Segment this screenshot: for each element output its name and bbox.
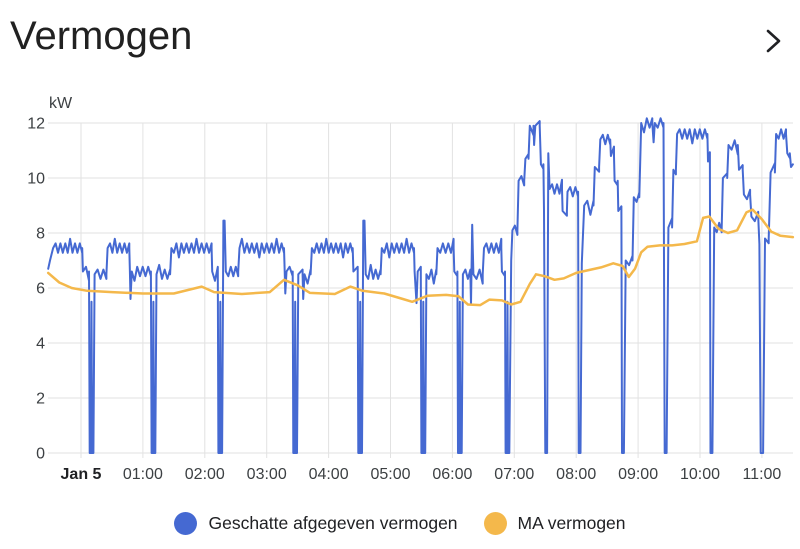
svg-text:0: 0 — [36, 446, 45, 463]
svg-text:10:00: 10:00 — [680, 466, 720, 483]
svg-text:06:00: 06:00 — [432, 466, 472, 483]
svg-text:02:00: 02:00 — [185, 466, 225, 483]
chevron-right-icon[interactable] — [764, 26, 782, 56]
legend-item-estimated-power[interactable]: Geschatte afgegeven vermogen — [174, 512, 458, 535]
svg-text:08:00: 08:00 — [556, 466, 596, 483]
svg-text:Jan 5: Jan 5 — [61, 466, 102, 483]
card-header: Vermogen — [0, 0, 800, 70]
chart-legend: Geschatte afgegeven vermogen MA vermogen — [0, 512, 800, 535]
line-chart: 0 2 4 6 8 10 12 kW Jan 5 01:00 02:00 03:00 04:00 05:0… — [0, 85, 800, 500]
svg-text:8: 8 — [36, 226, 45, 243]
svg-text:05:00: 05:00 — [370, 466, 410, 483]
svg-text:01:00: 01:00 — [123, 466, 163, 483]
svg-text:07:00: 07:00 — [494, 466, 534, 483]
svg-text:kW: kW — [49, 95, 73, 112]
svg-text:10: 10 — [27, 171, 45, 188]
legend-dot-blue — [174, 512, 198, 535]
svg-text:04:00: 04:00 — [309, 466, 349, 483]
legend-label: MA vermogen — [517, 513, 626, 533]
svg-text:03:00: 03:00 — [247, 466, 287, 483]
svg-text:6: 6 — [36, 281, 45, 298]
svg-text:2: 2 — [36, 391, 45, 408]
page-title: Vermogen — [10, 14, 193, 58]
legend-item-ma-power[interactable]: MA vermogen — [483, 512, 626, 535]
legend-label: Geschatte afgegeven vermogen — [208, 513, 458, 533]
svg-text:12: 12 — [27, 116, 45, 133]
svg-text:4: 4 — [36, 336, 45, 353]
legend-dot-yellow — [483, 512, 507, 535]
svg-text:09:00: 09:00 — [618, 466, 658, 483]
svg-text:11:00: 11:00 — [742, 466, 781, 483]
